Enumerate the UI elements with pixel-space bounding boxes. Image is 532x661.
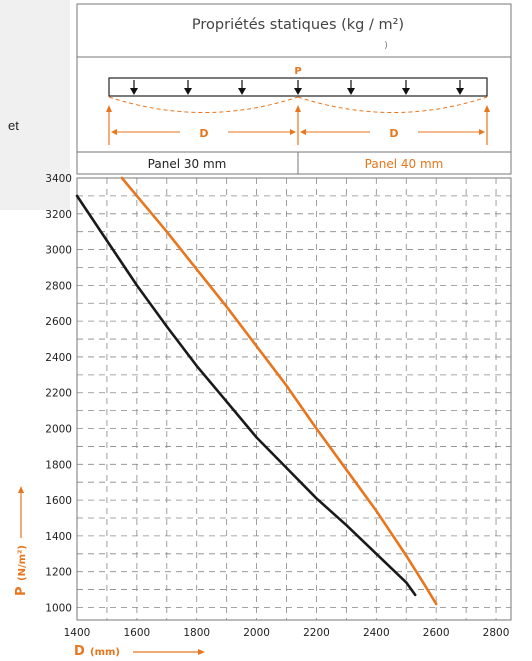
x-tick-label: 2800 (483, 627, 510, 639)
load-arrows (130, 80, 464, 95)
load-arrow-icon-5 (402, 88, 410, 95)
grid (77, 178, 511, 620)
x-axis-arrow-icon (198, 649, 205, 655)
load-label: P (294, 66, 301, 77)
x-tick-label: 2400 (363, 627, 390, 639)
series-line-panel-40 (120, 176, 438, 606)
side-panel-text: et (8, 118, 19, 133)
y-axis-symbol: P (14, 586, 29, 596)
x-tick-label: 1400 (64, 627, 91, 639)
series (75, 176, 438, 606)
load-arrow-icon-2 (238, 88, 246, 95)
x-tick-label: 1600 (123, 627, 150, 639)
y-tick-label: 3200 (45, 209, 72, 221)
load-arrow-icon-4 (347, 88, 355, 95)
y-tick-label: 1000 (45, 602, 72, 614)
header-mark: ) (384, 41, 388, 51)
support-right-arrow-icon (484, 105, 490, 112)
y-tick-label: 1200 (45, 567, 72, 579)
span-1-left-arrow-icon (111, 129, 117, 135)
deflection-curve-right (297, 96, 488, 113)
span-2-left-arrow-icon (300, 129, 306, 135)
y-axis-arrow-icon (18, 486, 24, 493)
x-axis-unit: (mm) (90, 647, 120, 658)
y-tick-label: 1800 (45, 459, 72, 471)
x-tick-label: 2000 (243, 627, 270, 639)
x-axis-title: D (mm) (74, 644, 205, 659)
load-arrow-icon-6 (456, 88, 464, 95)
span-2-label: D (389, 127, 398, 140)
load-arrow-icon-1 (184, 88, 192, 95)
x-axis-symbol: D (74, 644, 85, 659)
y-tick-label: 2600 (45, 316, 72, 328)
legend-panel-30: Panel 30 mm (148, 157, 227, 171)
header-frame (76, 3, 512, 175)
load-diagram: P D D (106, 66, 490, 145)
x-axis-ticks: 1400 1600 1800 2000 2200 2400 2600 2800 (64, 627, 510, 639)
y-tick-label: 2200 (45, 388, 72, 400)
x-tick-label: 2600 (423, 627, 450, 639)
deflection-curve-left (108, 96, 299, 113)
series-line-panel-30 (75, 194, 417, 597)
y-tick-label: 3400 (45, 173, 72, 185)
chart-title: Propriétés statiques (kg / m²) (192, 17, 404, 33)
side-panel (0, 0, 70, 210)
y-axis-ticks: 1000 1200 1400 1600 1800 2000 2200 2400 2600 2800… (45, 173, 72, 614)
span-2-right-arrow-icon (479, 129, 485, 135)
support-left-arrow-icon (106, 105, 112, 112)
x-tick-label: 2200 (303, 627, 330, 639)
support-middle-arrow-icon (295, 105, 301, 112)
y-tick-label: 1400 (45, 531, 72, 543)
load-arrow-icon-0 (130, 88, 138, 95)
legend-panel-40: Panel 40 mm (365, 157, 444, 171)
y-tick-label: 2800 (45, 280, 72, 292)
y-tick-label: 1600 (45, 495, 72, 507)
span-1-right-arrow-icon (290, 129, 296, 135)
load-arrow-icon-3 (294, 88, 302, 95)
plot-frame (76, 177, 512, 621)
y-tick-label: 2400 (45, 352, 72, 364)
y-axis-title: P (N/m²) (14, 486, 29, 596)
span-1-label: D (199, 127, 208, 140)
y-tick-label: 3000 (45, 245, 72, 257)
y-tick-label: 2000 (45, 424, 72, 436)
x-tick-label: 1800 (183, 627, 210, 639)
y-axis-unit: (N/m²) (17, 545, 28, 581)
